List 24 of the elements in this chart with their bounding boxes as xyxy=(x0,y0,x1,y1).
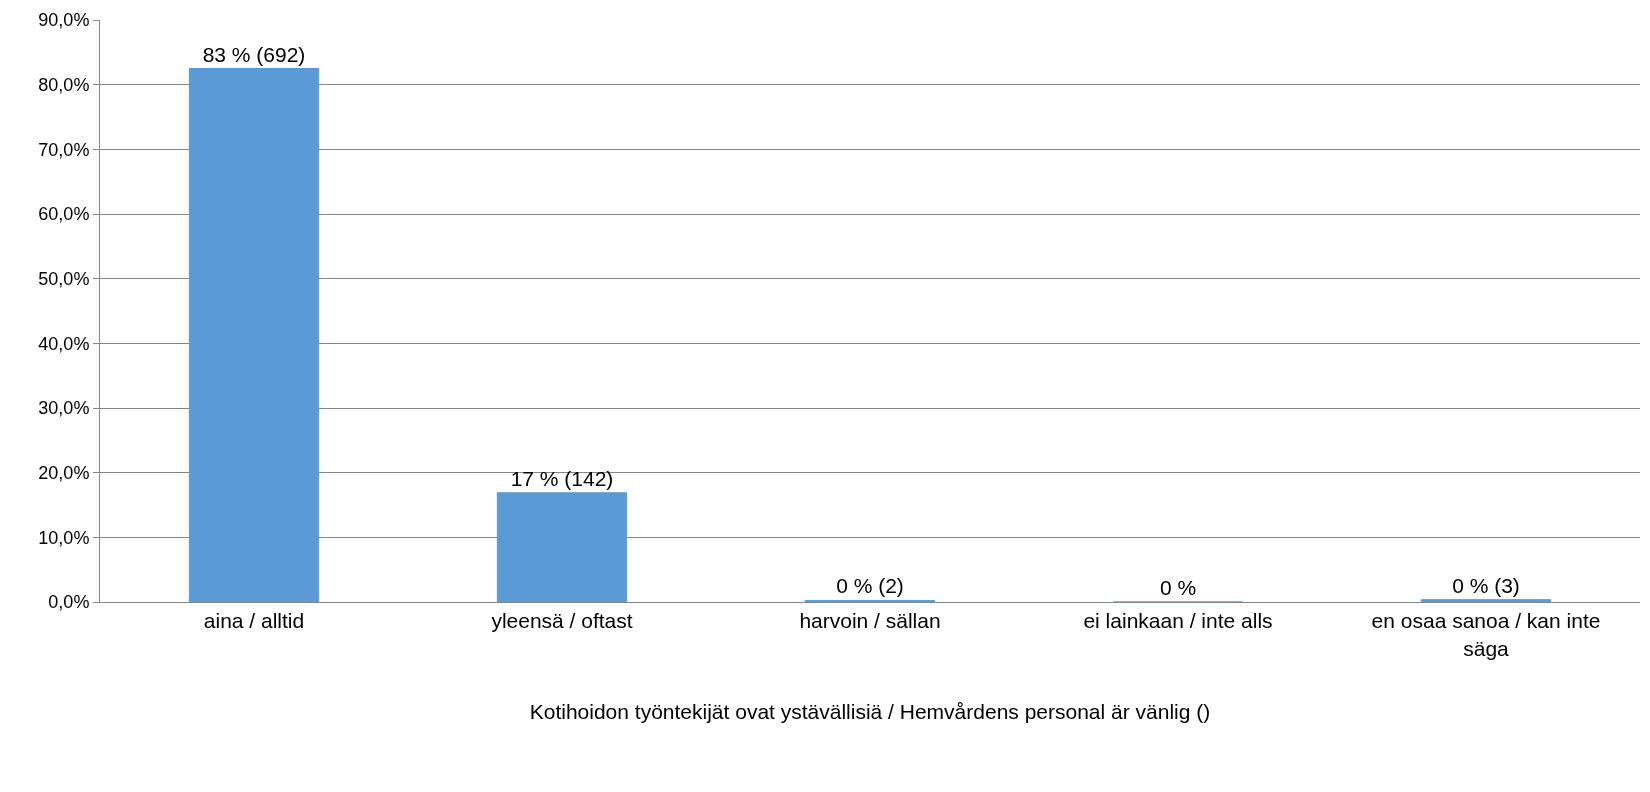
data-label: 83 % (692) xyxy=(202,42,306,66)
data-label: 17 % (142) xyxy=(510,466,614,490)
y-tick-label: 50,0% xyxy=(38,268,90,289)
data-label: 0 % (3) xyxy=(1452,573,1520,597)
y-tick-label: 40,0% xyxy=(38,333,90,354)
bar xyxy=(496,492,628,602)
y-tick-label: 90,0% xyxy=(38,10,90,31)
data-label: 0 % xyxy=(1159,576,1197,599)
data-label: 0 % (2) xyxy=(836,574,904,598)
y-tick-label: 70,0% xyxy=(38,139,90,160)
x-axis-title: Kotihoidon työntekijät ovat ystävällisiä / Hemvårdens personal är vänlig () xyxy=(529,699,1211,723)
x-tick-label: yleensä / oftast xyxy=(491,609,633,633)
y-tick-label: 0,0% xyxy=(48,592,90,613)
x-tick-label: aina / alltid xyxy=(203,609,305,633)
x-tick-label: ei lainkaan / inte alls xyxy=(1083,609,1273,633)
y-tick-label: 60,0% xyxy=(38,204,90,225)
y-tick-label: 30,0% xyxy=(38,398,90,419)
x-tick-label: harvoin / sällan xyxy=(799,609,941,633)
y-tick-label: 20,0% xyxy=(38,462,90,483)
y-tick-label: 10,0% xyxy=(38,527,90,548)
bar xyxy=(188,68,320,602)
x-tick-label: en osaa sanoa / kan inte säga xyxy=(1371,609,1601,660)
bar xyxy=(1420,599,1552,602)
y-tick-label: 80,0% xyxy=(38,74,90,95)
